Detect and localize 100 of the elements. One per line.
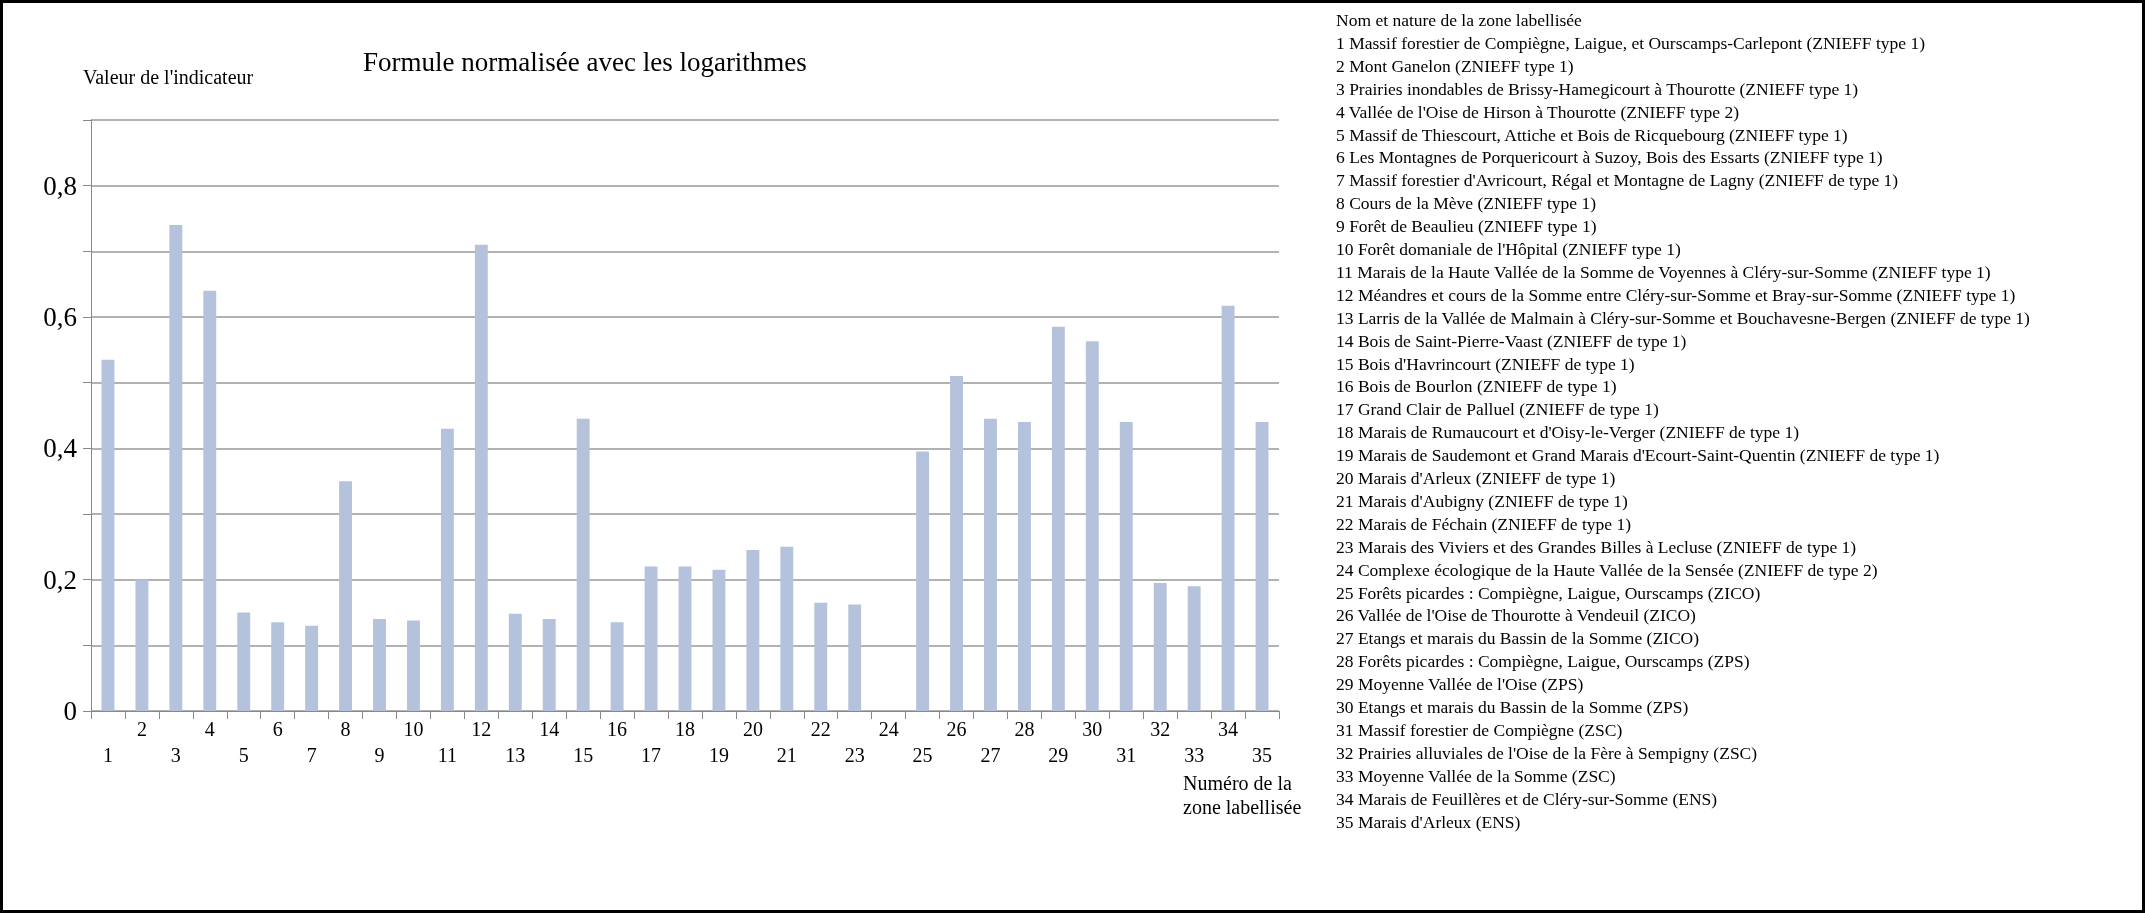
x-tick-label: 2 <box>136 718 147 740</box>
text: 6 Les Montagnes de Porquericourt à Suzoy, Bois des Essarts (ZNIEFF type 1) <box>1336 147 1883 168</box>
text: 30 Etangs et marais du Bassin de la Somme (ZPS) <box>1336 697 1689 717</box>
x-tick-label: 20 <box>742 718 763 740</box>
x-tick-label: 10 <box>403 718 424 740</box>
text: 34 Marais de Feuillères et de Cléry-sur-Somme (ENS) <box>1336 788 1718 809</box>
text: 19 Marais de Saudemont et Grand Marais d'Ecourt-Saint-Quentin (ZNIEFF de type 1) <box>1336 445 1940 466</box>
bar <box>339 481 353 711</box>
x-tick-label: 34 <box>1218 718 1239 740</box>
chart-title: Formule normalisée avec les logarithmes <box>363 46 807 77</box>
y-tick-label: 0,8 <box>43 170 77 201</box>
text: 35 Marais d'Arleux (ENS) <box>1336 811 1521 832</box>
text: 13 Larris de la Vallée de Malmain à Cléry-sur-Somme et Bouchavesne-Bergen (ZNIEFF de type 1) <box>1336 307 2031 328</box>
text: 27 Etangs et marais du Bassin de la Somme (ZICO) <box>1336 628 1700 649</box>
bar <box>305 625 319 711</box>
text: 2 Mont Ganelon (ZNIEFF type 1) <box>1336 55 1574 76</box>
x-tick-label: 30 <box>1082 718 1103 740</box>
bar <box>373 619 386 711</box>
x-tick-label: 33 <box>1184 744 1205 766</box>
y-tick-label: 0 <box>63 696 77 726</box>
x-tick-label: 15 <box>573 744 594 766</box>
text: 17 Grand Clair de Palluel (ZNIEFF de type 1) <box>1336 399 1659 420</box>
x-tick-label: 5 <box>238 744 249 766</box>
text: 31 Massif forestier de Compiègne (ZSC) <box>1336 719 1623 740</box>
x-tick-label: 4 <box>204 718 215 740</box>
bar <box>678 566 692 711</box>
bar <box>440 428 454 711</box>
bar <box>203 290 217 711</box>
x-tick-label: 31 <box>1116 744 1137 766</box>
text: 9 Forêt de Beaulieu (ZNIEFF type 1) <box>1336 216 1597 237</box>
x-tick-label: 1 <box>102 744 113 766</box>
text: 24 Complexe écologique de la Haute Vallée de la Sensée (ZNIEFF de type 2) <box>1336 559 1878 580</box>
x-tick-label: 16 <box>607 718 628 740</box>
text: 25 Forêts picardes : Compiègne, Laigue, Ourscamps (ZICO) <box>1336 582 1761 603</box>
text: 29 Moyenne Vallée de l'Oise (ZPS) <box>1336 674 1584 695</box>
bar <box>610 622 624 711</box>
x-tick-label: 26 <box>946 718 967 740</box>
bar <box>271 622 285 711</box>
y-axis-title: Valeur de l'indicateur <box>83 66 254 88</box>
y-tick-label: 0,2 <box>43 564 77 595</box>
bar <box>1153 582 1167 711</box>
text: 33 Moyenne Vallée de la Somme (ZSC) <box>1336 765 1616 786</box>
text: 21 Marais d'Aubigny (ZNIEFF de type 1) <box>1336 490 1629 511</box>
bar <box>712 569 726 711</box>
text: 22 Marais de Féchain (ZNIEFF de type 1) <box>1336 513 1632 534</box>
text: 10 Forêt domaniale de l'Hôpital (ZNIEFF type 1) <box>1336 239 1681 259</box>
bar <box>1085 341 1099 711</box>
x-tick-label: 32 <box>1150 718 1171 740</box>
bar <box>1017 422 1031 711</box>
text: 3 Prairies inondables de Brissy-Hamegicourt à Thourotte (ZNIEFF type 1) <box>1336 78 1859 99</box>
text: 12 Méandres et cours de la Somme entre Cléry-sur-Somme et Bray-sur-Somme (ZNIEFF type 1) <box>1336 284 2016 305</box>
x-tick-label: 23 <box>844 744 865 766</box>
x-tick-label: 28 <box>1014 718 1035 740</box>
bar <box>542 619 556 711</box>
text: 1 Massif forestier de Compiègne, Laigue, et Ourscamps-Carlepont (ZNIEFF type 1) <box>1336 32 1926 53</box>
bar <box>916 451 930 711</box>
text: 32 Prairies alluviales de l'Oise de la Fère à Sempigny (ZSC) <box>1336 742 1758 763</box>
bar <box>644 566 658 711</box>
text: 11 Marais de la Haute Vallée de la Somme de Voyennes à Cléry-sur-Somme (ZNIEFF type 1) <box>1336 261 1991 282</box>
bar <box>1119 422 1133 711</box>
x-tick-label: 9 <box>374 744 385 766</box>
text: 23 Marais des Viviers et des Grandes Billes à Lecluse (ZNIEFF de type 1) <box>1336 536 1857 557</box>
x-tick-label: 13 <box>505 744 526 766</box>
x-tick-label: 22 <box>810 718 831 740</box>
bar <box>508 613 522 711</box>
x-tick-label: 8 <box>340 718 351 740</box>
text: 16 Bois de Bourlon (ZNIEFF de type 1) <box>1336 376 1617 397</box>
x-tick-label: 14 <box>539 718 560 740</box>
text: 20 Marais d'Arleux (ZNIEFF de type 1) <box>1336 468 1616 488</box>
x-tick-label: 25 <box>912 744 933 766</box>
x-tick-label: 6 <box>272 718 283 740</box>
text: 8 Cours de la Mève (ZNIEFF type 1) <box>1336 193 1597 214</box>
bar <box>984 418 997 711</box>
bar <box>576 418 590 711</box>
x-tick-label: 29 <box>1048 744 1069 766</box>
x-tick-label: 18 <box>675 718 695 740</box>
text: Nom et nature de la zone labellisée <box>1336 10 1583 30</box>
x-tick-label: 35 <box>1252 744 1273 766</box>
bar <box>814 602 828 711</box>
text: 7 Massif forestier d'Avricourt, Régal et Montagne de Lagny (ZNIEFF de type 1) <box>1336 170 1899 191</box>
x-tick-label: 27 <box>980 744 1001 766</box>
bar <box>848 604 862 711</box>
bar <box>101 359 115 711</box>
text: 28 Forêts picardes : Compiègne, Laigue, Ourscamps (ZPS) <box>1336 651 1750 672</box>
bar <box>169 225 183 711</box>
x-tick-label: 11 <box>437 744 458 766</box>
bar <box>237 612 251 711</box>
bar <box>1255 422 1269 711</box>
text: 14 Bois de Saint-Pierre-Vaast (ZNIEFF de type 1) <box>1336 330 1687 351</box>
text: 15 Bois d'Havrincourt (ZNIEFF de type 1) <box>1336 353 1635 374</box>
bar <box>407 620 420 711</box>
x-tick-label: 17 <box>641 744 662 766</box>
bar <box>135 579 149 711</box>
y-tick-label: 0,6 <box>43 302 77 332</box>
bar <box>1051 326 1065 711</box>
text: 26 Vallée de l'Oise de Thourotte à Vendeuil (ZICO) <box>1336 605 1697 626</box>
bar <box>950 376 963 711</box>
x-tick-label: 19 <box>708 744 729 766</box>
bar <box>746 550 760 711</box>
x-tick-label: 7 <box>306 744 317 766</box>
